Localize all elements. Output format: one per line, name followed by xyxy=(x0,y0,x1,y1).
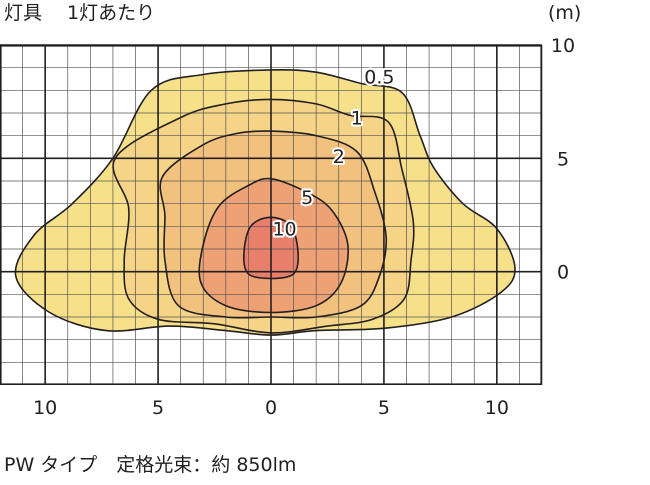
plot-border xyxy=(0,44,543,385)
x-tick-label: 0 xyxy=(265,397,277,419)
contour-label: 10 xyxy=(272,219,296,241)
contour-line-10 xyxy=(242,216,300,280)
contour-label: 2 xyxy=(333,146,345,168)
y-tick-label: 10 xyxy=(551,35,575,57)
contour-label: 0.5 xyxy=(364,67,394,89)
contour-line-0-5 xyxy=(14,69,516,336)
contour-line-5 xyxy=(198,177,349,314)
x-tick-label: 5 xyxy=(152,397,164,419)
contour-label: 5 xyxy=(301,187,313,209)
y-tick-label: 0 xyxy=(557,262,569,284)
contour-line-2 xyxy=(159,130,388,319)
footer-caption: PW タイプ 定格光束：約 850lm xyxy=(4,454,297,476)
chart-title: 灯具 1灯あたり xyxy=(4,2,156,24)
x-tick-label: 10 xyxy=(33,397,57,419)
x-tick-label: 10 xyxy=(485,397,509,419)
contour-label: 1 xyxy=(351,108,363,130)
x-tick-label: 5 xyxy=(378,397,390,419)
y-tick-label: 5 xyxy=(557,148,569,170)
contour-line-1 xyxy=(112,98,415,334)
contour-outlines xyxy=(14,69,516,336)
y-axis-unit: (m) xyxy=(548,2,582,24)
